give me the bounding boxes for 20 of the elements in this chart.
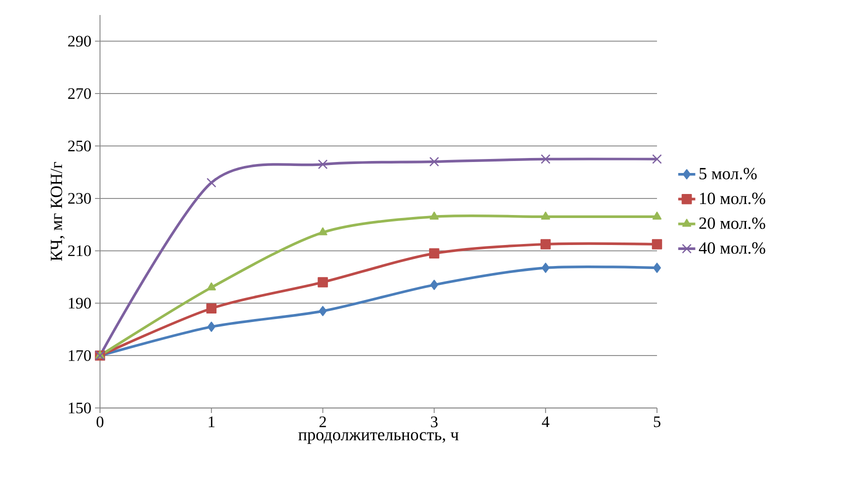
x-tick-label: 0 — [96, 416, 104, 428]
y-tick-label: 150 — [68, 402, 91, 414]
y-tick-label: 210 — [68, 245, 91, 256]
y-tick-label: 170 — [68, 350, 91, 361]
x-tick-label: 3 — [430, 416, 438, 428]
legend-label: 40 мол.% — [698, 242, 766, 254]
legend-label: 5 мол.% — [700, 168, 757, 180]
y-tick-label: 290 — [68, 36, 91, 47]
x-tick-label: 4 — [542, 416, 550, 428]
x-tick-label: 2 — [320, 416, 326, 428]
y-tick-label: 190 — [68, 298, 91, 309]
y-axis-title: КЧ, мг КОН/г — [50, 162, 65, 261]
y-tick-label: 230 — [68, 192, 91, 204]
legend-label: 20 мол.% — [699, 217, 766, 230]
x-tick-label: 1 — [208, 416, 214, 428]
legend-label: 10 мол.% — [700, 192, 766, 204]
x-axis-title: продолжительность, ч — [298, 432, 459, 444]
y-tick-label: 250 — [68, 140, 91, 152]
x-tick-label: 5 — [654, 416, 660, 428]
y-tick-label: 270 — [68, 88, 91, 99]
